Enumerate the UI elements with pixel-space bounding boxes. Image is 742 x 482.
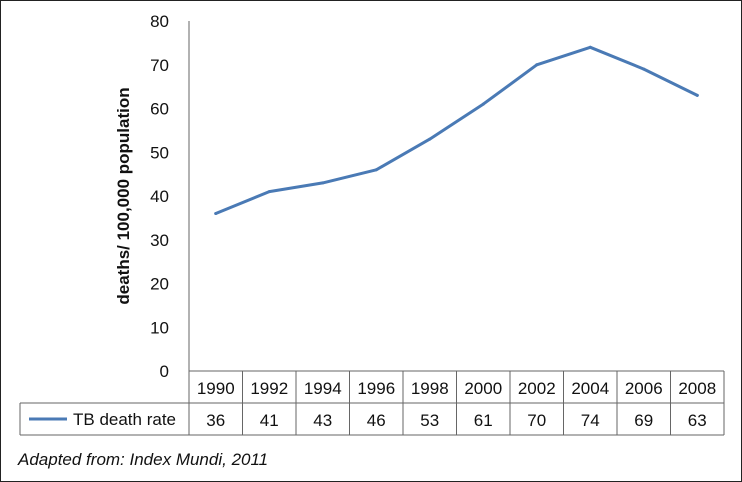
x-tick-label: 2000 [464,379,502,398]
data-table-value: 41 [260,411,279,430]
y-tick-label: 80 [150,12,169,31]
data-table-value: 36 [206,411,225,430]
data-point [588,45,592,49]
data-point [695,93,699,97]
legend-label: TB death rate [73,410,176,429]
data-table-value: 43 [313,411,332,430]
x-tick-label: 1994 [304,379,342,398]
y-tick-label: 0 [160,362,169,381]
data-point [321,181,325,185]
data-point [642,67,646,71]
x-tick-label: 2004 [571,379,609,398]
data-table-value: 69 [634,411,653,430]
x-tick-label: 1996 [357,379,395,398]
data-point [374,168,378,172]
series-line-tb-death-rate [214,45,699,215]
y-tick-label: 60 [150,100,169,119]
data-table-value: 63 [688,411,707,430]
data-table-value: 61 [474,411,493,430]
data-point [267,190,271,194]
x-tick-label: 2008 [678,379,716,398]
y-tick-label: 70 [150,56,169,75]
data-table-value: 70 [527,411,546,430]
y-tick-label: 40 [150,187,169,206]
data-table-value: 53 [420,411,439,430]
x-tick-label: 1992 [250,379,288,398]
data-point [428,137,432,141]
data-point [535,63,539,67]
data-table-value: 46 [367,411,386,430]
y-tick-label: 50 [150,143,169,162]
x-tick-label: 1990 [197,379,235,398]
x-tick-label: 2006 [625,379,663,398]
data-point [481,102,485,106]
y-axis-label: deaths/ 100,000 population [114,87,133,304]
y-tick-label: 20 [150,275,169,294]
y-tick-label: 30 [150,231,169,250]
x-tick-label: 1998 [411,379,449,398]
y-tick-label: 10 [150,318,169,337]
source-caption: Adapted from: Index Mundi, 2011 [18,450,269,469]
data-point [214,212,218,215]
data-table-value: 74 [581,411,600,430]
x-tick-label: 2002 [518,379,556,398]
